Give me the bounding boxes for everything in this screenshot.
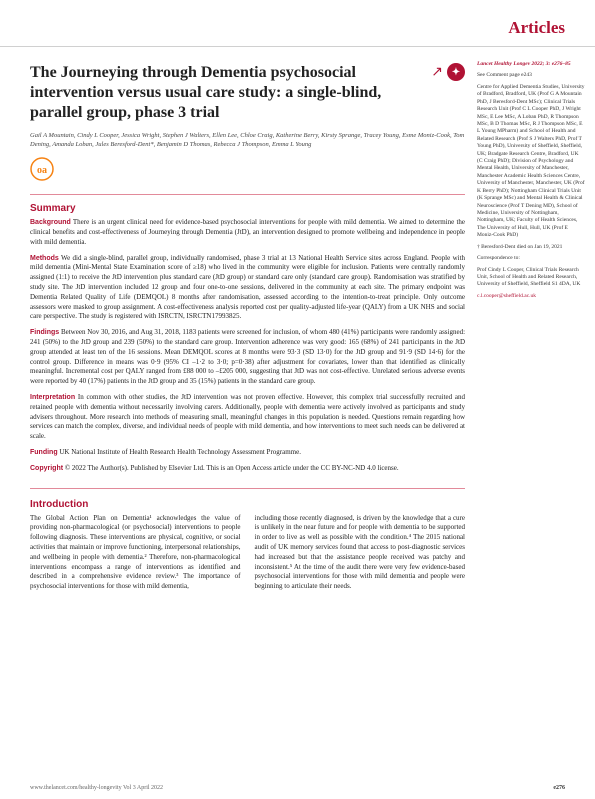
intro-col-left: The Global Action Plan on Dementia¹ ackn… [30, 514, 241, 592]
section-label: Articles [508, 18, 565, 37]
copyright-label: Copyright [30, 465, 63, 472]
background-label: Background [30, 219, 71, 226]
crossmark-icon[interactable]: ↗ [431, 64, 443, 81]
summary-copyright: Copyright © 2022 The Author(s). Publishe… [30, 464, 465, 474]
see-comment: See Comment page e243 [477, 72, 585, 79]
summary-findings: Findings Between Nov 30, 2016, and Aug 3… [30, 328, 465, 387]
title-icons: ↗ ✦ [431, 63, 465, 81]
header: Articles [0, 0, 595, 47]
person-icon[interactable]: ✦ [447, 63, 465, 81]
summary-heading: Summary [30, 203, 465, 214]
svg-text:oa: oa [37, 165, 47, 176]
summary-methods: Methods We did a single-blind, parallel … [30, 254, 465, 323]
affiliations: Centre for Applied Dementia Studies, Uni… [477, 84, 585, 240]
footer: www.thelancet.com/healthy-longevity Vol … [30, 785, 565, 791]
funding-label: Funding [30, 449, 58, 456]
open-access-badge: oa [30, 157, 54, 181]
summary-funding: Funding UK National Institute of Health … [30, 448, 465, 458]
page-number: e276 [553, 785, 565, 791]
death-note: † Beresford-Dent died on Jan 19, 2021 [477, 244, 585, 251]
citation: Lancet Healthy Longev 2022; 3: e276–85 [477, 61, 585, 68]
methods-label: Methods [30, 255, 59, 262]
main-content: ↗ ✦ The Journeying through Dementia psyc… [0, 47, 595, 592]
correspondence-email[interactable]: c.l.cooper@sheffield.ac.uk [477, 293, 585, 300]
summary-box: Summary Background There is an urgent cl… [30, 194, 465, 488]
interpretation-label: Interpretation [30, 394, 75, 401]
intro-heading: Introduction [30, 499, 465, 510]
summary-interpretation: Interpretation In common with other stud… [30, 393, 465, 442]
correspondence: Prof Cindy L Cooper, Clinical Trials Res… [477, 267, 585, 289]
intro-columns: The Global Action Plan on Dementia¹ ackn… [30, 514, 465, 592]
authors-list: Gail A Mountain, Cindy L Cooper, Jessica… [30, 131, 465, 149]
article-body: ↗ ✦ The Journeying through Dementia psyc… [30, 47, 477, 592]
title-block: ↗ ✦ The Journeying through Dementia psyc… [30, 47, 465, 186]
summary-background: Background There is an urgent clinical n… [30, 218, 465, 247]
findings-label: Findings [30, 329, 59, 336]
footer-left: www.thelancet.com/healthy-longevity Vol … [30, 785, 163, 791]
article-title: The Journeying through Dementia psychoso… [30, 63, 465, 123]
correspondence-label: Correspondence to: [477, 255, 585, 262]
sidebar: Lancet Healthy Longev 2022; 3: e276–85 S… [477, 47, 595, 592]
intro-col-right: including those recently diagnosed, is d… [255, 514, 466, 592]
